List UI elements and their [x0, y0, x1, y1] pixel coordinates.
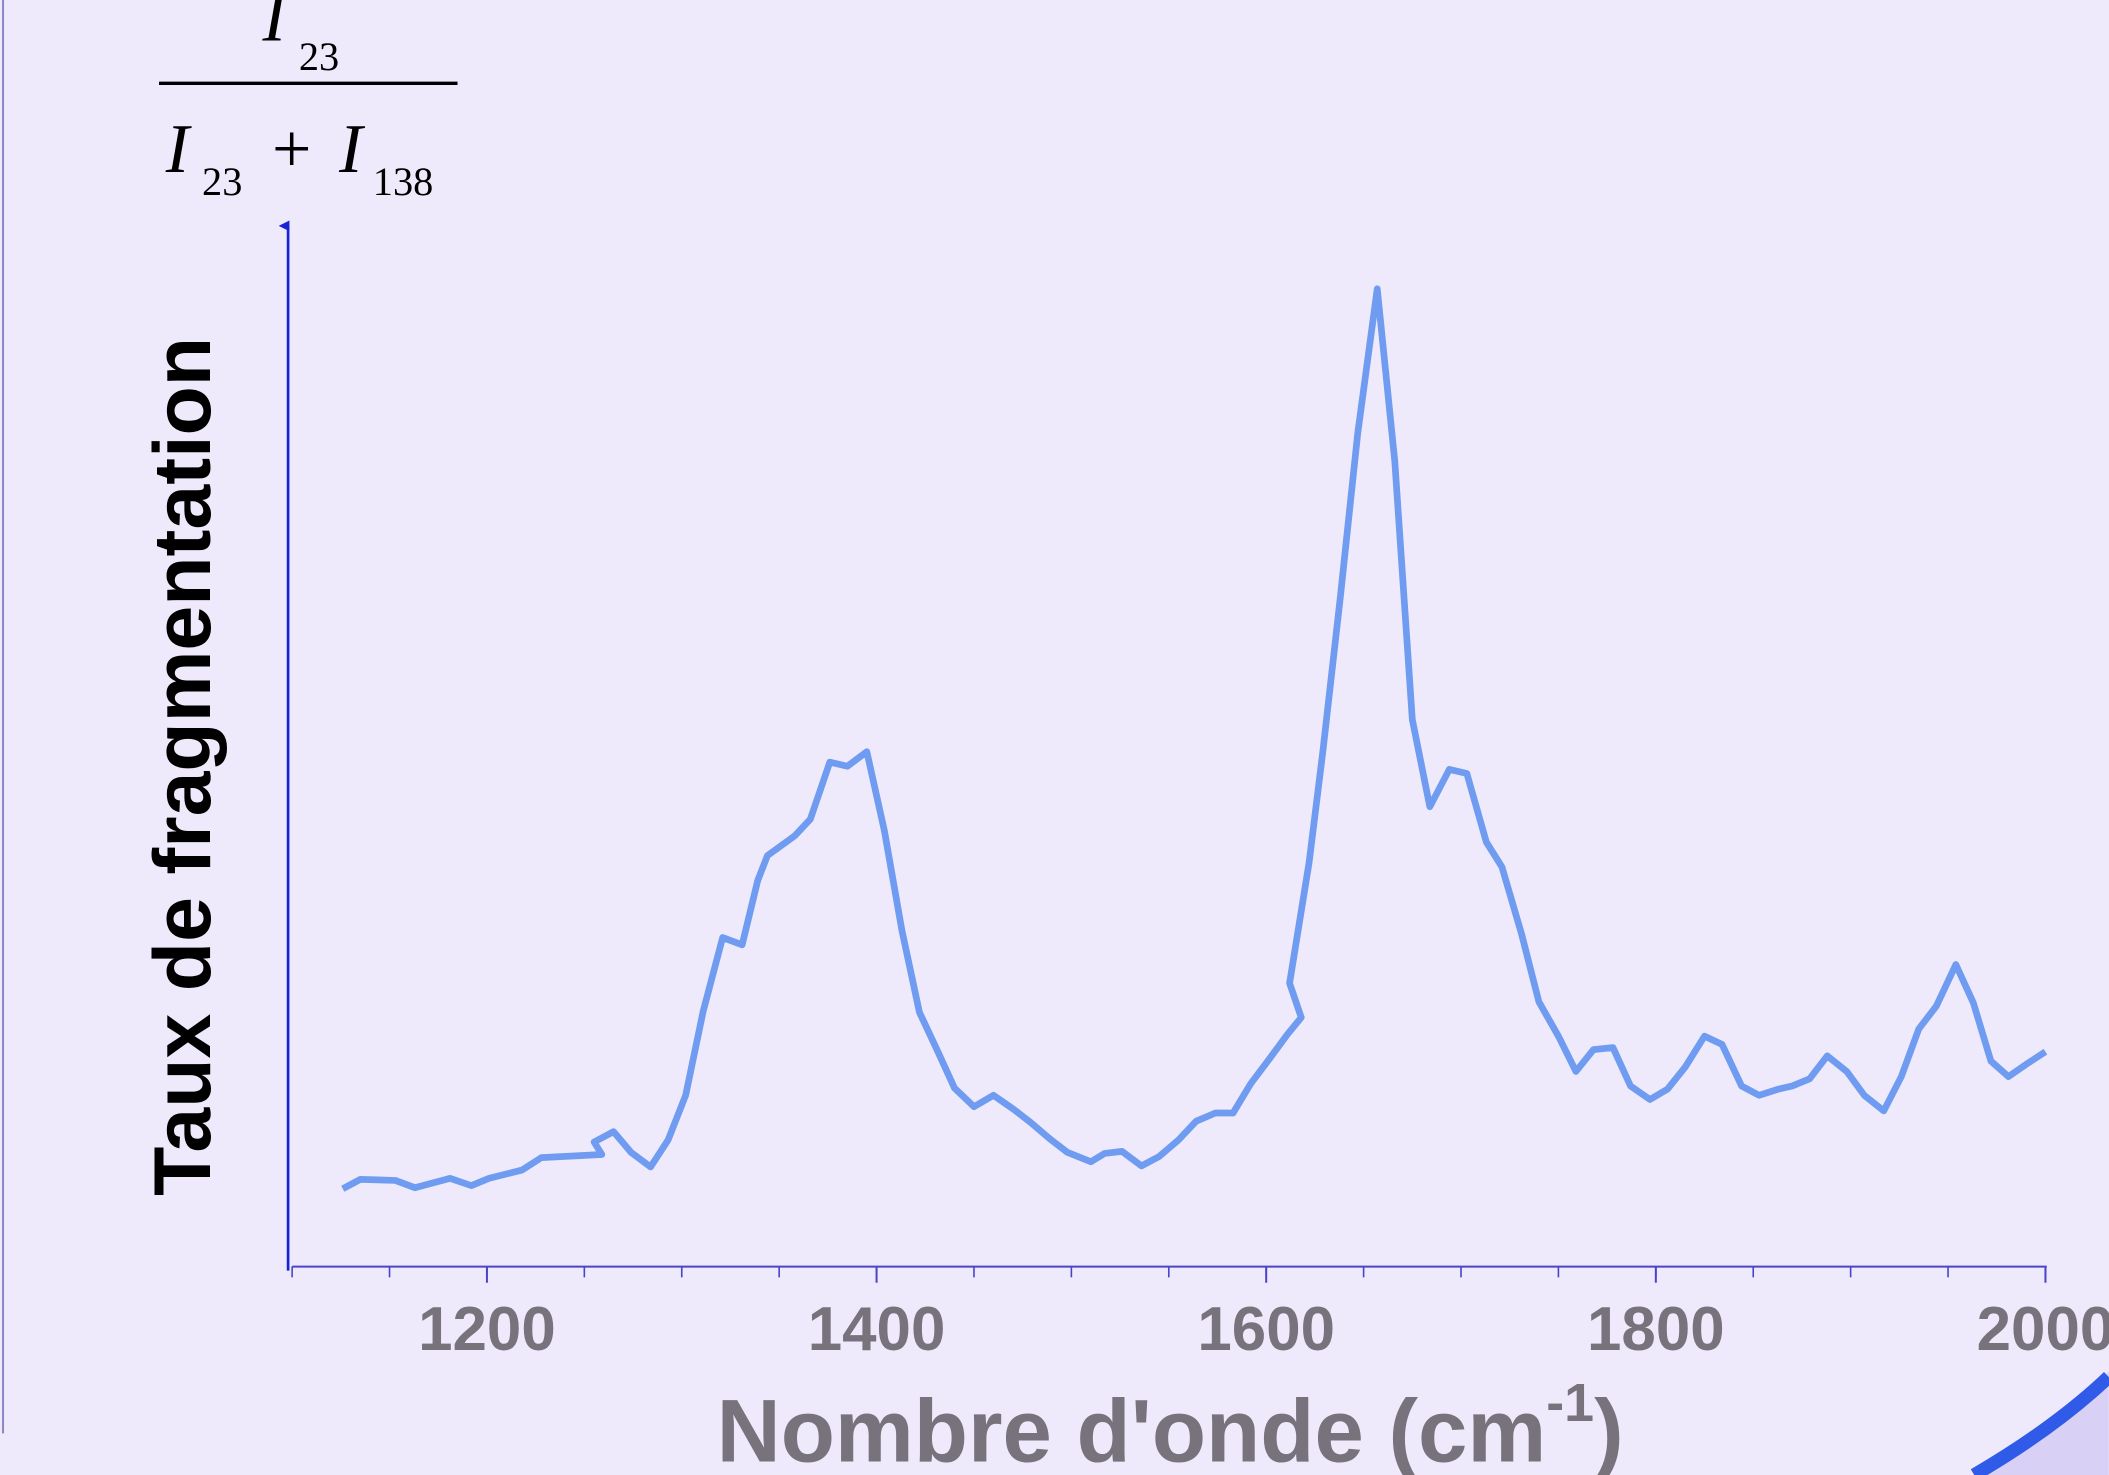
x-axis-label: Nombre d'onde (cm-1)	[717, 1373, 1624, 1475]
formula-symbol: I	[338, 111, 366, 188]
formula-subscript: 23	[202, 159, 242, 204]
formula-symbol: I	[262, 0, 290, 56]
formula-subscript: 138	[373, 159, 434, 204]
formula-symbol: I	[165, 111, 193, 188]
x-tick-label: 2000	[1977, 1295, 2109, 1364]
x-axis-label-text: )	[1594, 1382, 1624, 1475]
corner-arc	[1970, 1371, 2109, 1475]
x-tick-label: 1600	[1197, 1295, 1335, 1364]
formula-subscript: 23	[299, 34, 339, 79]
x-tick-label: 1400	[808, 1295, 946, 1364]
data-line	[341, 285, 2048, 1192]
formula: I 23 I 23 + I 138	[159, 0, 458, 204]
y-axis-label: Taux de fragmentation	[138, 337, 228, 1196]
x-tick-label: 1800	[1587, 1295, 1725, 1364]
corner-decoration	[1976, 1371, 2109, 1475]
x-axis-label-text: Nombre d'onde (cm	[717, 1382, 1547, 1475]
x-axis-label-superscript: -1	[1546, 1373, 1594, 1433]
formula-operator: +	[272, 111, 311, 188]
x-tick-label: 1200	[418, 1295, 556, 1364]
